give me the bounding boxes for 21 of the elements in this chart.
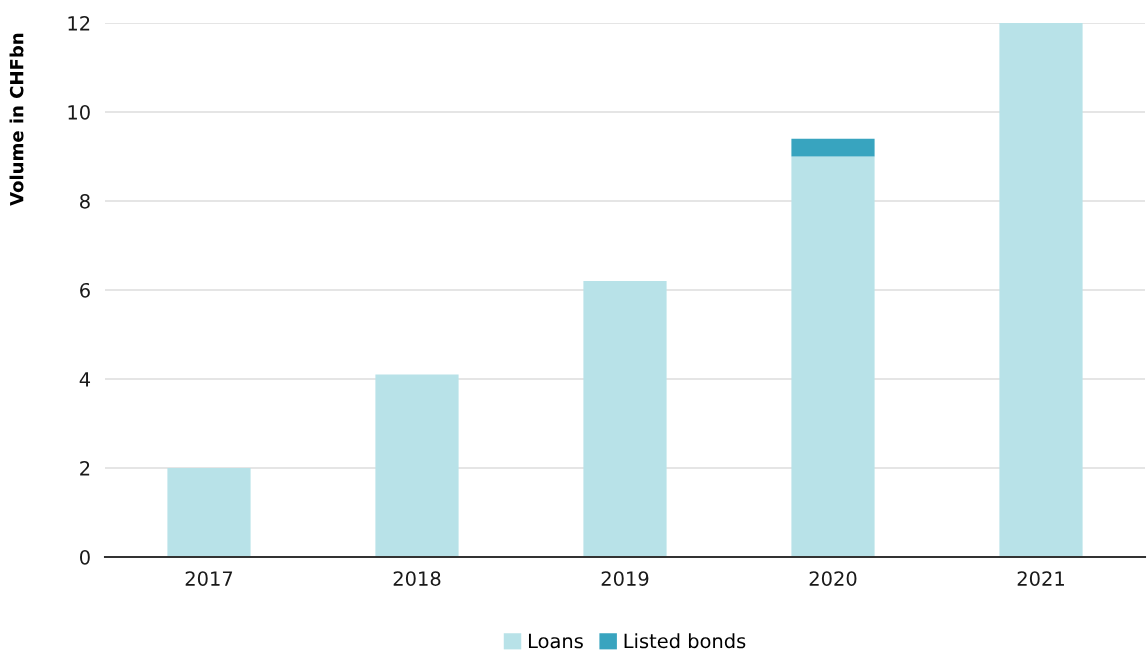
x-tick-label: 2017 bbox=[185, 571, 233, 586]
x-tick-label: 2020 bbox=[809, 571, 857, 586]
bar bbox=[583, 281, 667, 557]
bar bbox=[791, 156, 875, 557]
bar bbox=[375, 374, 459, 557]
bar bbox=[167, 468, 251, 557]
x-tick-label: 2021 bbox=[1017, 571, 1064, 586]
y-tick-label: 12 bbox=[68, 15, 90, 31]
y-tick-label: 2 bbox=[80, 460, 90, 476]
x-tick-label: 2018 bbox=[393, 571, 441, 586]
bar bbox=[791, 138, 875, 157]
y-tick-label: 6 bbox=[80, 282, 90, 298]
y-tick-label: 10 bbox=[68, 104, 90, 120]
y-tick-label: 4 bbox=[79, 372, 91, 387]
x-tick-label: 2019 bbox=[601, 571, 649, 586]
legend-label: Listed bonds bbox=[624, 633, 746, 649]
y-tick-label: 8 bbox=[80, 193, 90, 209]
y-axis-title: Volume in CHFbn bbox=[9, 33, 24, 206]
bar bbox=[999, 23, 1083, 557]
y-tick-label: 0 bbox=[80, 549, 90, 565]
legend-label: Loans bbox=[528, 633, 583, 649]
